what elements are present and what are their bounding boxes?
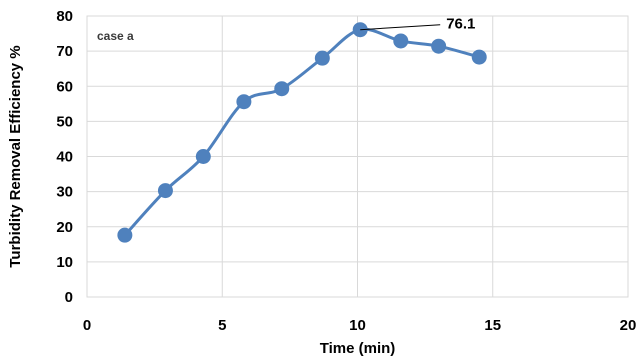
series-line bbox=[123, 27, 480, 237]
label-layer: 76.1 case a bbox=[97, 16, 475, 43]
x-tick-label: 5 bbox=[218, 317, 226, 334]
data-point bbox=[431, 38, 447, 54]
y-tick-label: 50 bbox=[56, 113, 73, 130]
y-tick-label: 0 bbox=[65, 289, 73, 306]
grid-layer bbox=[86, 15, 629, 298]
x-tick-label: 10 bbox=[349, 317, 366, 334]
data-point bbox=[274, 81, 290, 97]
y-tick-label: 60 bbox=[56, 78, 73, 95]
x-tick-label: 0 bbox=[83, 317, 91, 334]
plot-frame bbox=[86, 15, 629, 298]
callout-leader-line bbox=[360, 24, 441, 31]
data-point bbox=[314, 50, 330, 66]
y-tick-label: 20 bbox=[56, 219, 73, 236]
data-point bbox=[393, 33, 409, 49]
data-point bbox=[236, 94, 252, 110]
data-point bbox=[117, 227, 133, 243]
data-point bbox=[157, 183, 173, 199]
x-tick-label: 15 bbox=[484, 317, 501, 334]
x-axis-title: Time (min) bbox=[320, 340, 396, 357]
x-tick-label: 20 bbox=[620, 317, 637, 334]
data-point bbox=[195, 149, 211, 164]
y-tick-label: 30 bbox=[56, 184, 73, 201]
case-label: case a bbox=[97, 29, 134, 43]
data-point bbox=[471, 49, 487, 65]
series-layer bbox=[117, 22, 487, 243]
y-tick-label: 80 bbox=[56, 8, 73, 25]
y-axis-title: Turbidity Removal Efficiency % bbox=[7, 45, 24, 267]
axis-layer: 0 10 20 30 40 50 60 70 80 0 5 10 15 20 Time (min) Turbi… bbox=[7, 8, 636, 357]
y-tick-label: 10 bbox=[56, 254, 73, 271]
y-tick-label: 40 bbox=[56, 149, 73, 166]
callout-label: 76.1 bbox=[446, 16, 475, 33]
y-tick-label: 70 bbox=[56, 43, 73, 60]
